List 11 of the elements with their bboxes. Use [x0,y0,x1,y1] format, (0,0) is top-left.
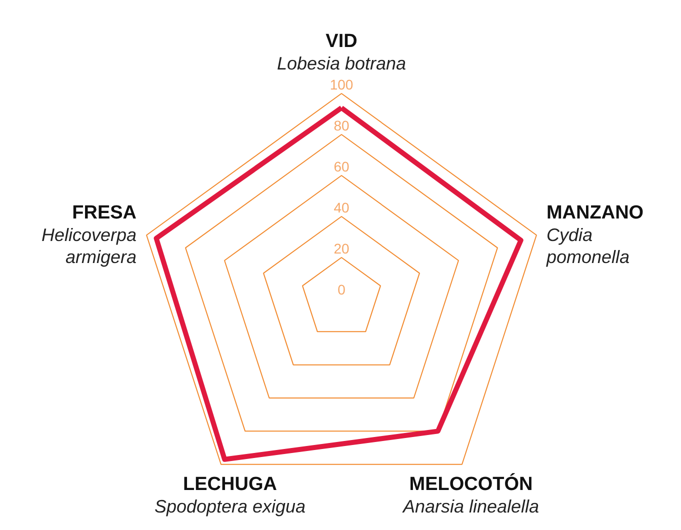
y-tick-label: 20 [334,240,350,256]
spoke-label: MANZANO Cydia pomonella [545,202,644,268]
y-tick-label: 100 [330,76,354,92]
spoke-label: VID Lobesia botrana [276,31,406,74]
y-tick-label: 40 [334,200,350,216]
y-tick-label: 0 [338,282,346,298]
spoke-label: FRESA Helicoverpa armigera [41,202,137,268]
spoke-label: MELOCOTÓN Anarsia linealella [402,472,540,516]
y-tick-label: 80 [334,118,350,134]
y-tick-label: 60 [334,158,350,174]
spoke-label: LECHUGA Spodoptera exigua [154,474,306,516]
